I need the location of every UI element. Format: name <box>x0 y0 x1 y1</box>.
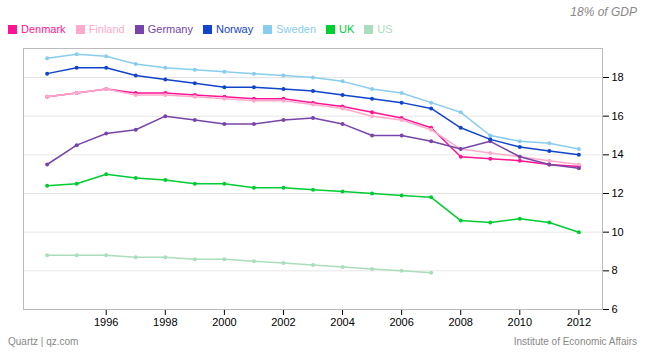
svg-text:2012: 2012 <box>567 316 591 328</box>
html-text:18% of GDP: 18% of GDP <box>570 5 637 19</box>
svg-text:2000: 2000 <box>212 316 236 328</box>
html-text:Institute of Economic Affairs: Institute of Economic Affairs <box>513 336 637 347</box>
html-text:Sweden: Sweden <box>276 23 316 35</box>
svg-text:14: 14 <box>612 148 624 160</box>
html-text:Quartz | qz.com: Quartz | qz.com <box>8 336 79 347</box>
svg-text:8: 8 <box>612 264 618 276</box>
svg-text:18: 18 <box>612 71 624 83</box>
svg-text:2006: 2006 <box>389 316 413 328</box>
svg-text:1998: 1998 <box>153 316 177 328</box>
svg-text:1996: 1996 <box>94 316 118 328</box>
html-text:US: US <box>377 23 393 35</box>
svg-text:2008: 2008 <box>448 316 472 328</box>
svg-text:2002: 2002 <box>271 316 295 328</box>
svg-text:2004: 2004 <box>330 316 354 328</box>
html-text:UK: UK <box>339 23 355 35</box>
html-text:Germany: Germany <box>147 23 193 35</box>
svg-text:12: 12 <box>612 187 624 199</box>
html-text:Denmark: Denmark <box>21 23 66 35</box>
html-text:Norway: Norway <box>216 23 254 35</box>
svg-text:10: 10 <box>612 226 624 238</box>
svg-text:6: 6 <box>612 303 618 315</box>
html-text:Finland: Finland <box>88 23 125 35</box>
svg-text:2010: 2010 <box>508 316 532 328</box>
svg-text:16: 16 <box>612 110 624 122</box>
